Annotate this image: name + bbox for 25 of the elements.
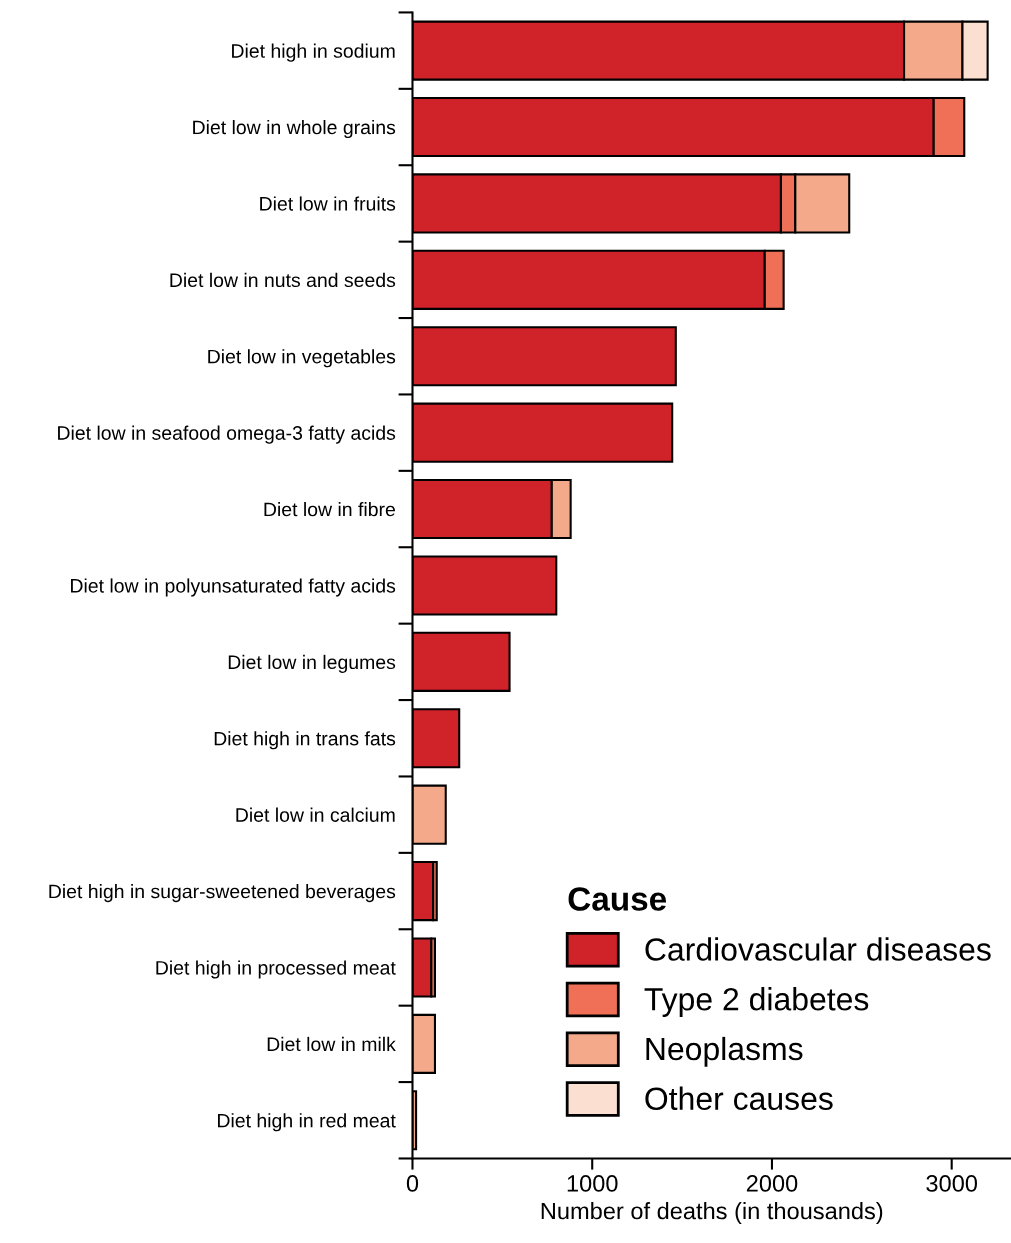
- y-tick-label: Diet low in whole grains: [193, 119, 396, 139]
- x-tick-label: 2000: [746, 1175, 798, 1192]
- y-tick-label: Diet low in legumes: [228, 654, 396, 673]
- x-tick-label: 1000: [567, 1175, 618, 1192]
- y-tick-label: Diet low in polyunsaturated fatty acids: [71, 578, 396, 597]
- legend-label: Other causes: [645, 1086, 833, 1111]
- x-axis-title: Number of deaths (in thousands): [541, 1202, 883, 1225]
- y-tick-label: Diet low in calcium: [236, 807, 395, 822]
- y-tick-label: Diet low in fruits: [260, 196, 396, 211]
- legend-label: Cardiovascular diseases: [645, 937, 991, 961]
- y-tick-label: Diet low in nuts and seeds: [170, 272, 396, 288]
- x-tick-label: 3000: [926, 1175, 978, 1192]
- legend-label: Neoplasms: [646, 1036, 803, 1067]
- legend-label: Type 2 diabetes: [644, 987, 869, 1017]
- legend-title: Cause: [568, 887, 667, 911]
- y-tick-label: Diet high in sodium: [232, 43, 395, 62]
- y-tick-label: Diet high in sugar-sweetened beverages: [49, 884, 396, 903]
- y-tick-label: Diet low in fibre: [264, 502, 395, 517]
- y-tick-label: Diet low in milk: [267, 1036, 396, 1052]
- x-tick-label: 0: [406, 1175, 419, 1192]
- y-tick-label: Diet high in processed meat: [156, 960, 396, 979]
- y-tick-label: Diet low in vegetables: [208, 349, 396, 368]
- y-tick-label: Diet low in seafood omega-3 fatty acids: [58, 425, 396, 444]
- y-tick-label: Diet high in trans fats: [214, 731, 396, 750]
- y-tick-label: Diet high in red meat: [218, 1113, 396, 1132]
